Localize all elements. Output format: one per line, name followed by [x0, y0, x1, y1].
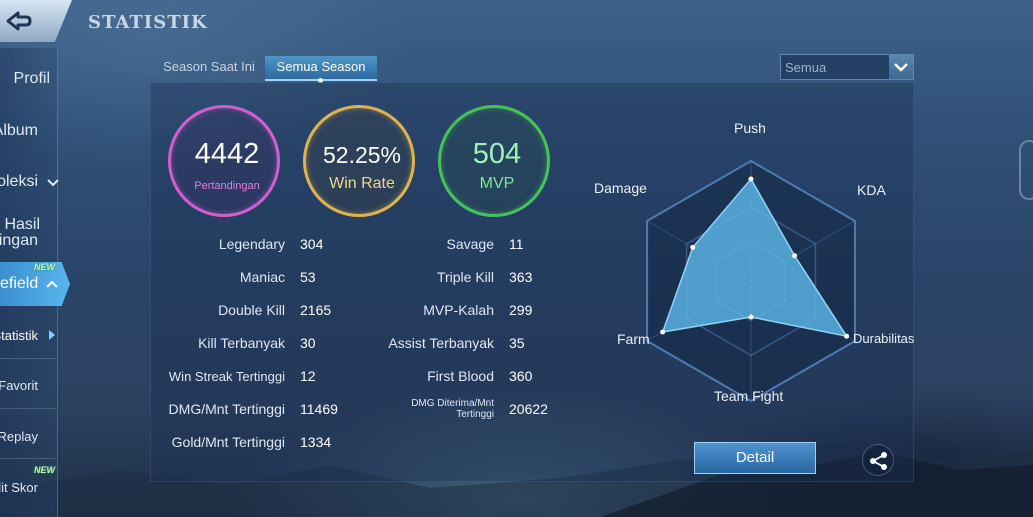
sidebar-item-album[interactable]: Album [0, 122, 38, 139]
stat-label-legendary: Legendary [218, 236, 285, 252]
stat-value-dmg-diterima: 20622 [509, 401, 548, 417]
sidebar-item-label: efield [0, 275, 39, 292]
tab-semua-season[interactable]: Semua Season [265, 56, 377, 83]
stat-value-legendary: 304 [300, 236, 324, 252]
stat-label-triple-kill: Triple Kill [436, 269, 494, 285]
side-handle [1019, 140, 1033, 200]
stat-value-maniac: 53 [300, 269, 316, 285]
stat-label-gold-mnt: Gold/Mnt Tertinggi [171, 434, 285, 450]
stat-label-double-kill: Double Kill [218, 302, 285, 318]
sidebar-item-profil[interactable]: Profil [13, 70, 50, 87]
tab-active-dot [318, 78, 323, 83]
divider [0, 458, 56, 459]
chevron-up-icon [46, 280, 58, 288]
page-title: STATISTIK [88, 12, 208, 33]
sidebar-item-replay[interactable]: Replay [0, 429, 38, 444]
mvp-label: MVP [479, 175, 515, 192]
stat-value-kill-terbanyak: 30 [300, 335, 316, 351]
back-arrow-icon [6, 11, 32, 31]
matches-circle: 4442 Pertandingan [168, 105, 280, 217]
radar-label-team-fight: Team Fight [714, 388, 784, 404]
stat-label-dmg-diterima-2: Tertinggi [456, 409, 494, 420]
sidebar-item-statistik[interactable]: Statistik [0, 328, 38, 343]
radar-chart [646, 159, 856, 403]
dropdown-arrow[interactable] [889, 55, 913, 79]
stat-value-first-blood: 360 [509, 368, 533, 384]
radar-point-team-fight [748, 314, 754, 320]
sidebar-item-koleksi[interactable]: oleksi [0, 173, 70, 197]
stat-value-double-kill: 2165 [300, 302, 332, 318]
season-filter-dropdown[interactable]: Semua [780, 54, 914, 80]
stat-value-triple-kill: 363 [509, 269, 533, 285]
radar-label-farm: Farm [617, 331, 650, 347]
radar-label-durabilitas: Durabilitas [853, 331, 915, 346]
sidebar-item-favorit[interactable]: Favorit [0, 378, 38, 393]
stat-value-dmg-mnt: 11469 [300, 401, 338, 417]
stat-value-mvp-kalah: 299 [509, 302, 533, 318]
divider [0, 408, 56, 409]
win-rate-circle: 52.25% Win Rate [303, 105, 415, 217]
radar-point-damage [690, 244, 696, 250]
sidebar-item-hasil-pertandingan[interactable]: Hasil ingan [0, 216, 40, 249]
radar-label-push: Push [734, 120, 766, 136]
stat-value-gold-mnt: 1334 [300, 434, 332, 450]
chevron-down-icon [894, 63, 908, 72]
stat-value-savage: 11 [509, 236, 524, 252]
chevron-down-icon [47, 179, 59, 187]
stat-label-savage: Savage [446, 236, 494, 252]
stat-value-assist-terbanyak: 35 [509, 335, 525, 351]
stat-label-kill-terbanyak: Kill Terbanyak [198, 335, 285, 351]
stat-label-assist-terbanyak: Assist Terbanyak [388, 335, 494, 351]
radar-point-push [748, 176, 754, 182]
stat-label-win-streak: Win Streak Tertinggi [168, 369, 285, 384]
stat-label-dmg-mnt: DMG/Mnt Tertinggi [168, 401, 285, 417]
radar-point-durabilitas [844, 333, 850, 339]
win-rate-label: Win Rate [329, 175, 395, 192]
mvp-value: 504 [472, 138, 522, 170]
radar-point-farm [660, 329, 666, 335]
new-badge: NEW [34, 262, 55, 272]
sidebar-item-battlefield[interactable]: efield [0, 262, 70, 306]
active-marker-icon [49, 330, 55, 340]
radar-point-kda [792, 253, 798, 259]
new-badge: NEW [34, 465, 55, 475]
mvp-circle: 504 MVP [438, 105, 550, 217]
share-button[interactable] [862, 444, 894, 476]
radar-grid-ring [685, 205, 817, 357]
sidebar-item-edit-skor[interactable]: lit Skor [0, 480, 38, 495]
dropdown-value: Semua [785, 60, 827, 75]
tab-season-saat-ini[interactable]: Season Saat Ini [163, 59, 255, 74]
matches-value: 4442 [194, 138, 260, 170]
stat-label-dmg-diterima-1: DMG Diterima/Mnt [411, 398, 494, 409]
stat-value-win-streak: 12 [300, 368, 316, 384]
detail-button[interactable]: Detail [694, 442, 816, 474]
stat-label-maniac: Maniac [239, 269, 285, 285]
matches-label: Pertandingan [194, 180, 260, 192]
win-rate-value: 52.25% [322, 142, 401, 168]
stat-label-first-blood: First Blood [427, 368, 494, 384]
divider [0, 358, 56, 359]
tab-label: Semua Season [276, 59, 366, 74]
stat-label-mvp-kalah: MVP-Kalah [423, 302, 494, 318]
share-icon [870, 452, 887, 470]
radar-label-damage: Damage [594, 180, 647, 196]
radar-label-kda: KDA [857, 182, 886, 198]
